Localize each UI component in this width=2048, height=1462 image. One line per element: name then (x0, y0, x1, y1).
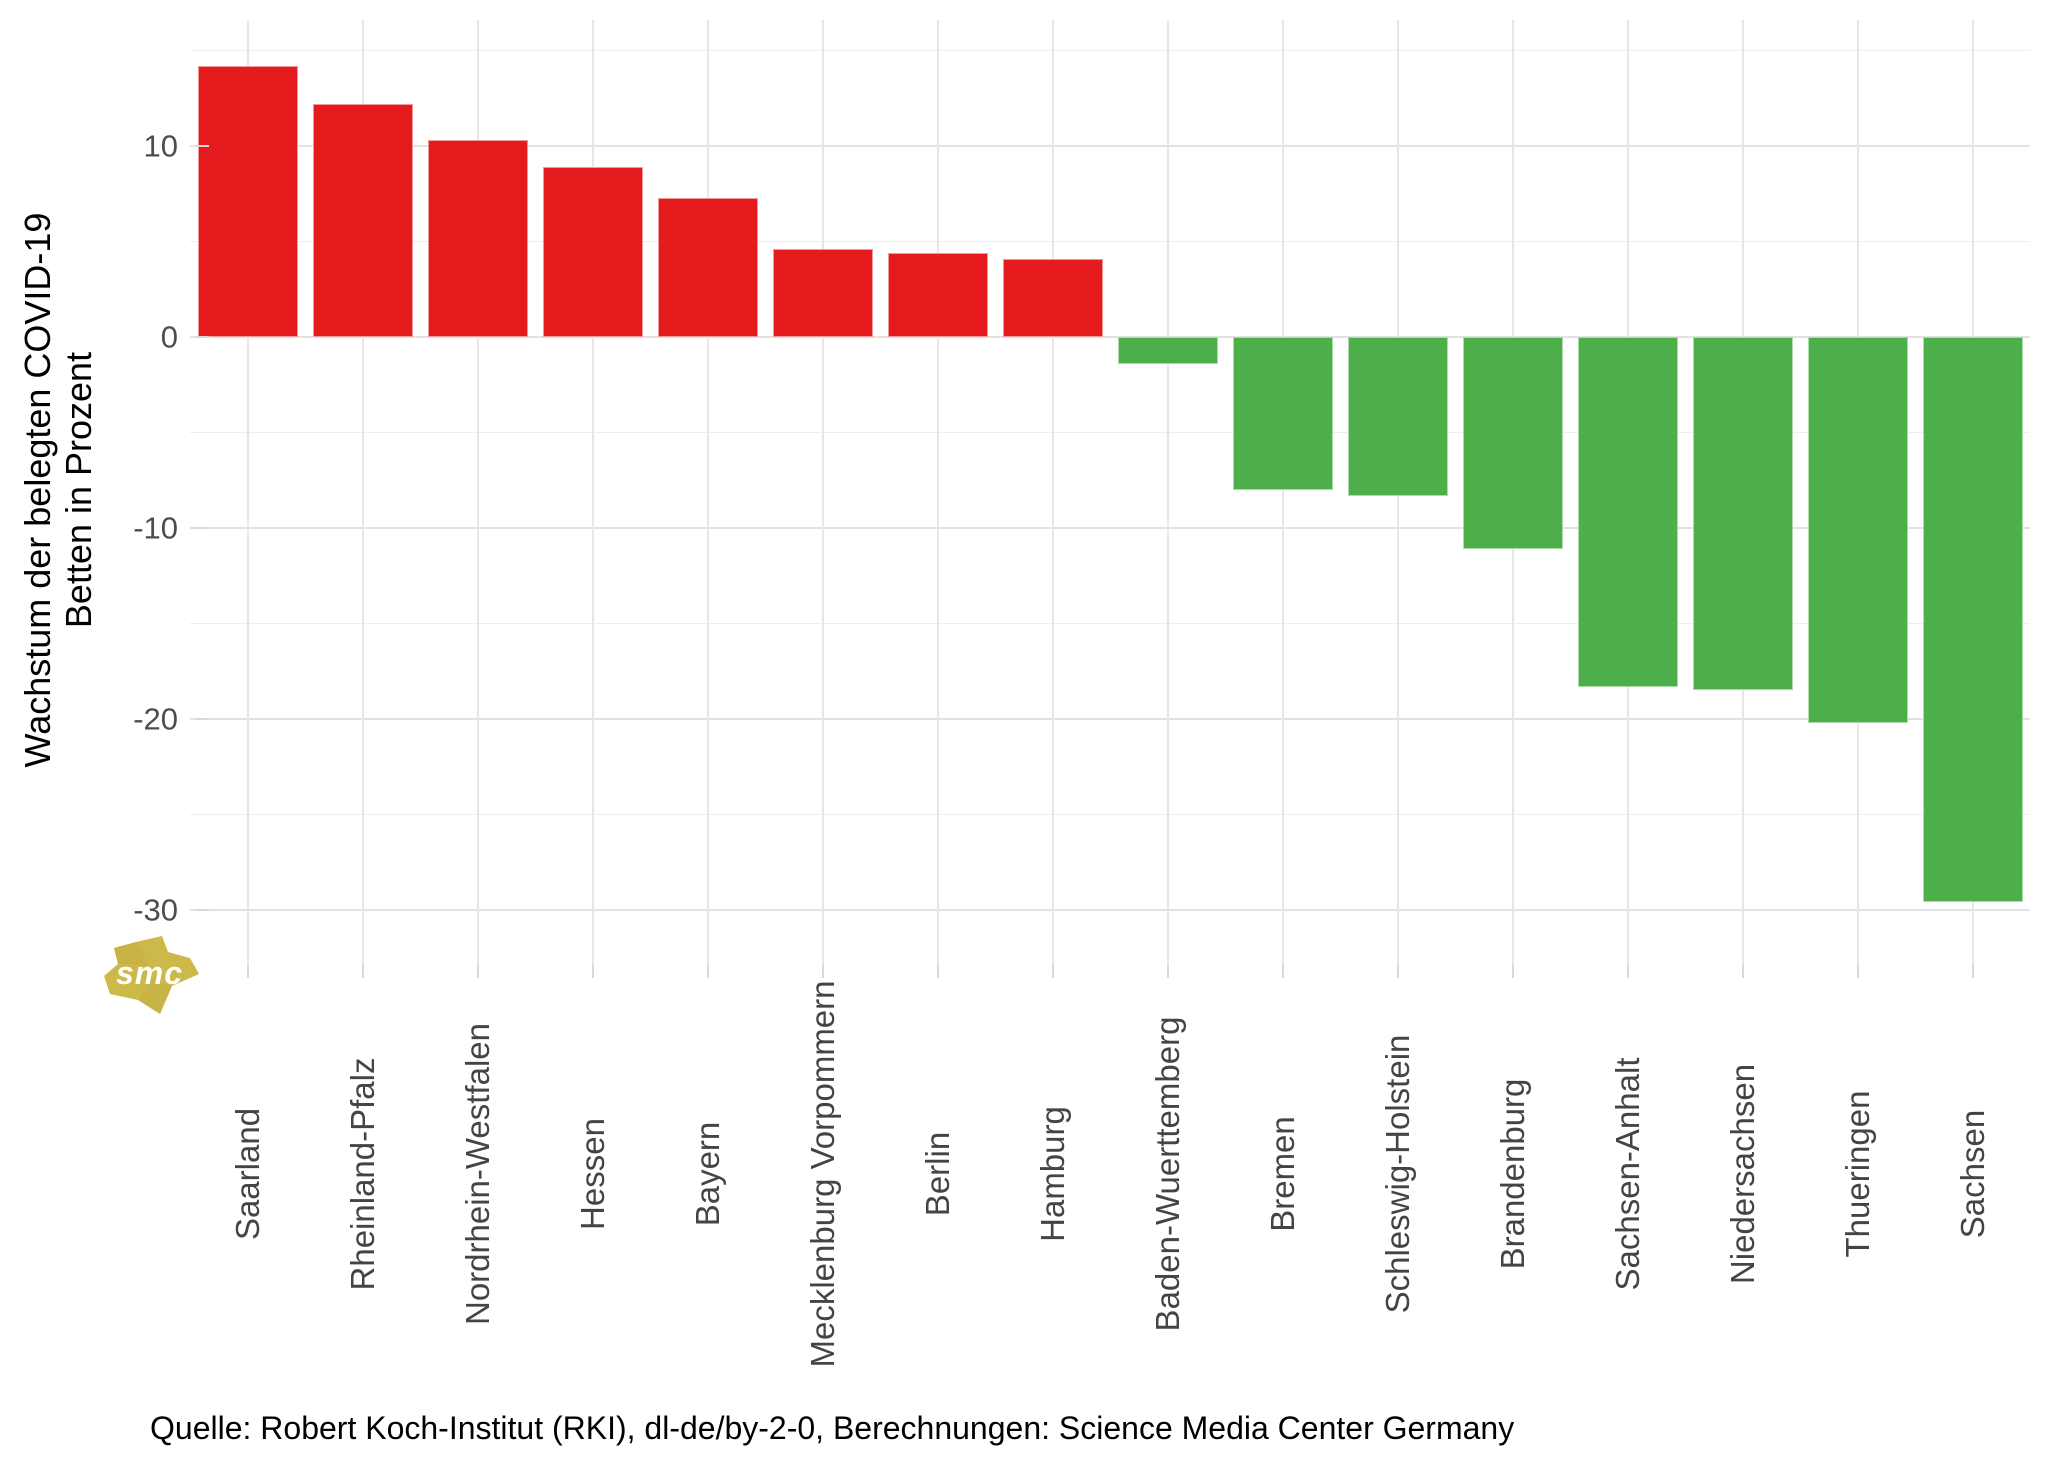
smc-logo-text: smc (116, 955, 183, 991)
x-tick-label-Schleswig-Holstein: Schleswig-Holstein (1378, 1034, 1416, 1314)
bar-Thueringen (1807, 337, 1908, 723)
x-tick-mark (1166, 965, 1169, 978)
bar-Schleswig-Holstein (1347, 337, 1448, 496)
gridline-vertical (361, 20, 364, 965)
x-tick-label-Nordrhein-Westfalen: Nordrhein-Westfalen (458, 1022, 496, 1326)
y-tick-mark (196, 336, 209, 338)
x-tick-mark (476, 965, 479, 978)
gridline-vertical (476, 20, 479, 965)
gridline-vertical (246, 20, 249, 965)
bar-Saarland (197, 65, 298, 337)
x-tick-mark (246, 965, 249, 978)
gridline-vertical (1051, 20, 1054, 965)
bar-Niedersachsen (1692, 337, 1793, 691)
gridline-vertical (1166, 20, 1169, 965)
x-tick-label-Baden-Wuerttemberg: Baden-Wuerttemberg (1148, 1016, 1186, 1332)
x-tick-mark (821, 965, 824, 978)
source-caption: Quelle: Robert Koch-Institut (RKI), dl-d… (150, 1410, 1515, 1446)
gridline-vertical (936, 20, 939, 965)
x-tick-label-Bremen: Bremen (1263, 1116, 1301, 1232)
plot-panel (190, 20, 2030, 965)
x-tick-mark (1741, 965, 1744, 978)
y-tick-mark (196, 145, 209, 147)
x-tick-mark (1626, 965, 1629, 978)
y-tick-label--20: -20 (133, 701, 178, 737)
y-tick-mark (196, 527, 209, 529)
bar-Hamburg (1002, 258, 1103, 337)
smc-logo-facet (114, 942, 150, 966)
bar-Bayern (657, 197, 758, 337)
gridline-major-10 (190, 145, 2030, 147)
x-tick-mark (591, 965, 594, 978)
bar-Brandenburg (1462, 337, 1563, 549)
y-tick-mark (196, 909, 209, 911)
y-tick-mark (196, 718, 209, 720)
gridline-major--10 (190, 527, 2030, 529)
smc-logo: smc (104, 936, 199, 1014)
x-tick-label-Berlin: Berlin (918, 1131, 956, 1217)
gridline-minor--15 (190, 623, 2030, 624)
bar-Mecklenburg Vorpommern (772, 249, 873, 337)
gridline-major--20 (190, 718, 2030, 720)
bar-Baden-Wuerttemberg (1117, 337, 1218, 364)
x-tick-mark (361, 965, 364, 978)
bar-Berlin (887, 252, 988, 337)
bar-Rheinland-Pfalz (312, 103, 413, 337)
bar-Nordrhein-Westfalen (427, 140, 528, 337)
bar-Bremen (1232, 337, 1333, 490)
x-tick-label-Niedersachsen: Niedersachsen (1723, 1063, 1761, 1285)
y-axis-title: Wachstum der belegten COVID-19 Betten in… (17, 213, 99, 768)
x-tick-label-Rheinland-Pfalz: Rheinland-Pfalz (343, 1057, 381, 1291)
gridline-vertical (591, 20, 594, 965)
x-tick-mark (1511, 965, 1514, 978)
gridline-major--30 (190, 909, 2030, 911)
x-tick-label-Sachsen-Anhalt: Sachsen-Anhalt (1608, 1057, 1646, 1291)
bar-Sachsen-Anhalt (1577, 337, 1678, 687)
x-tick-label-Sachsen: Sachsen (1953, 1109, 1991, 1239)
x-tick-mark (1396, 965, 1399, 978)
bar-Sachsen (1922, 337, 2023, 903)
gridline-vertical (821, 20, 824, 965)
x-tick-label-Thueringen: Thueringen (1838, 1090, 1876, 1258)
x-tick-mark (1281, 965, 1284, 978)
smc-logo-facet2 (138, 980, 172, 1014)
x-tick-label-Saarland: Saarland (228, 1107, 266, 1241)
y-axis-title-line2: Betten in Prozent (58, 351, 99, 629)
gridline-minor--25 (190, 814, 2030, 815)
bar-Hessen (542, 167, 643, 337)
x-tick-mark (1856, 965, 1859, 978)
y-tick-label-0: 0 (160, 319, 178, 355)
gridline-vertical (706, 20, 709, 965)
x-tick-label-Hessen: Hessen (573, 1118, 611, 1230)
y-tick-label--10: -10 (133, 510, 178, 546)
x-tick-label-Hamburg: Hamburg (1033, 1106, 1071, 1242)
gridline-minor-15 (190, 50, 2030, 51)
x-tick-mark (936, 965, 939, 978)
x-tick-label-Brandenburg: Brandenburg (1493, 1078, 1531, 1270)
x-tick-mark (1051, 965, 1054, 978)
gridline-vertical (1281, 20, 1284, 965)
x-tick-label-Mecklenburg Vorpommern: Mecklenburg Vorpommern (803, 980, 841, 1368)
gridline-major-0 (190, 336, 2030, 338)
x-tick-mark (706, 965, 709, 978)
gridline-minor--5 (190, 432, 2030, 433)
y-tick-label--30: -30 (133, 892, 178, 928)
y-axis-title-line1: Wachstum der belegten COVID-19 (17, 212, 58, 768)
gridline-minor-5 (190, 241, 2030, 242)
x-tick-mark (1971, 965, 1974, 978)
y-tick-label-10: 10 (143, 128, 178, 164)
x-tick-label-Bayern: Bayern (688, 1121, 726, 1227)
